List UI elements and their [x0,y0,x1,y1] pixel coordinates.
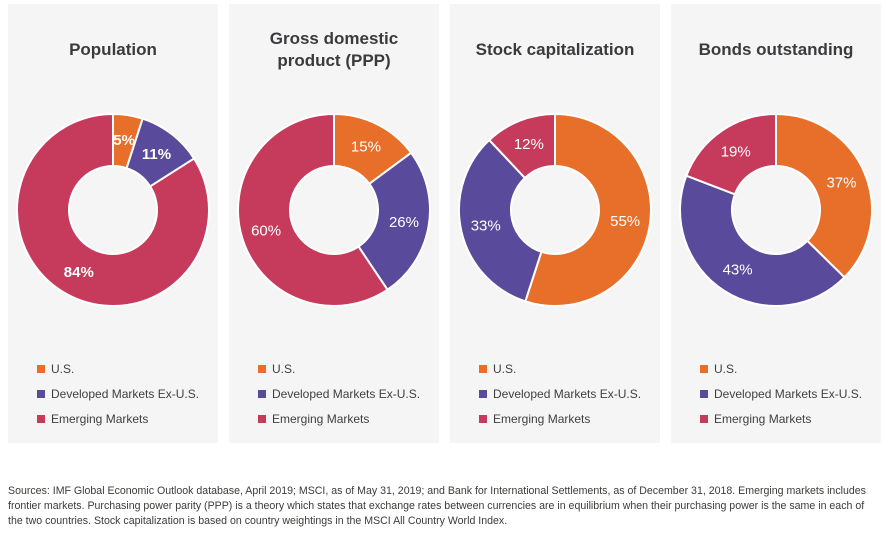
legend-label: Emerging Markets [272,411,370,426]
legend-label: Developed Markets Ex-U.S. [51,386,200,401]
legend-swatch-emerging [258,414,266,423]
charts-board: Population 5% 11% 84% U.S. Developed Marke… [8,4,881,443]
legend-item: Developed Markets Ex-U.S. [700,381,862,406]
chart-panel-stock-capitalization: Stock capitalization 55% 33% 12% U.S. Deve… [450,4,660,443]
legend-swatch-emerging [37,414,45,423]
legend-label: U.S. [272,361,296,376]
donut-chart-stock-capitalization: 55% 33% 12% [458,113,652,307]
donut-slice-1 [458,139,543,303]
donut-chart-bonds-outstanding: 37% 43% 19% [679,113,873,307]
legend-swatch-us [700,364,708,373]
slice-label: 5% [113,132,135,149]
donut-slice-2 [488,113,556,179]
legend-label: Developed Markets Ex-U.S. [714,386,863,401]
legend-label: Developed Markets Ex-U.S. [493,386,642,401]
legend-swatch-us [258,364,266,373]
legend-label: Emerging Markets [493,411,591,426]
legend-item: Emerging Markets [258,406,420,431]
chart-panel-gdp-ppp: Gross domestic product (PPP) 15% 26% 60% U… [229,4,439,443]
legend-label: Emerging Markets [714,411,812,426]
slice-label: 26% [389,214,419,231]
legend-item: Developed Markets Ex-U.S. [479,381,641,406]
chart-title: Population [69,39,157,59]
donut-slice-2 [16,113,210,307]
donut-slice-1 [357,151,431,291]
chart-panel-bonds-outstanding: Bonds outstanding 37% 43% 19% U.S. Develop… [671,4,881,443]
legend-item: U.S. [479,356,641,381]
donut-chart-population: 5% 11% 84% [16,113,210,307]
slice-label: 19% [721,144,751,161]
legend-item: Emerging Markets [700,406,862,431]
legend: U.S. Developed Markets Ex-U.S. Emerging … [258,356,420,431]
slice-label: 12% [514,136,544,153]
slice-label: 33% [471,217,501,234]
chart-panel-population: Population 5% 11% 84% U.S. Developed Marke… [8,4,218,443]
legend-swatch-developed [37,389,45,398]
legend-item: Developed Markets Ex-U.S. [258,381,420,406]
slice-label: 60% [251,223,281,240]
legend-label: Emerging Markets [51,411,149,426]
legend: U.S. Developed Markets Ex-U.S. Emerging … [479,356,641,431]
donut-slice-1 [679,174,846,307]
slice-label: 84% [64,264,94,281]
chart-title: Gross domestic product (PPP) [269,28,399,70]
legend: U.S. Developed Markets Ex-U.S. Emerging … [37,356,199,431]
chart-title: Stock capitalization [475,39,635,59]
legend-item: Developed Markets Ex-U.S. [37,381,199,406]
legend-swatch-developed [700,389,708,398]
slice-label: 37% [826,175,856,192]
legend-item: U.S. [37,356,199,381]
donut-chart-gdp-ppp: 15% 26% 60% [237,113,431,307]
legend-swatch-emerging [479,414,487,423]
legend-swatch-emerging [700,414,708,423]
donut-slice-0 [775,113,873,279]
slice-label: 11% [142,146,171,163]
donut-slice-2 [685,113,777,196]
legend-label: Developed Markets Ex-U.S. [272,386,421,401]
legend-label: U.S. [493,361,517,376]
legend-label: U.S. [714,361,738,376]
legend-item: Emerging Markets [479,406,641,431]
chart-title: Bonds outstanding [698,39,854,59]
legend-item: U.S. [258,356,420,381]
legend-swatch-us [37,364,45,373]
slice-label: 55% [610,213,640,230]
legend-swatch-developed [258,389,266,398]
donut-slice-2 [237,113,389,307]
legend-label: U.S. [51,361,75,376]
legend: U.S. Developed Markets Ex-U.S. Emerging … [700,356,862,431]
legend-swatch-us [479,364,487,373]
donut-slice-0 [524,113,652,307]
slice-label: 15% [351,139,381,156]
slice-label: 43% [723,262,753,279]
source-note: Sources: IMF Global Economic Outlook dat… [8,485,866,528]
legend-swatch-developed [479,389,487,398]
legend-item: U.S. [700,356,862,381]
legend-item: Emerging Markets [37,406,199,431]
